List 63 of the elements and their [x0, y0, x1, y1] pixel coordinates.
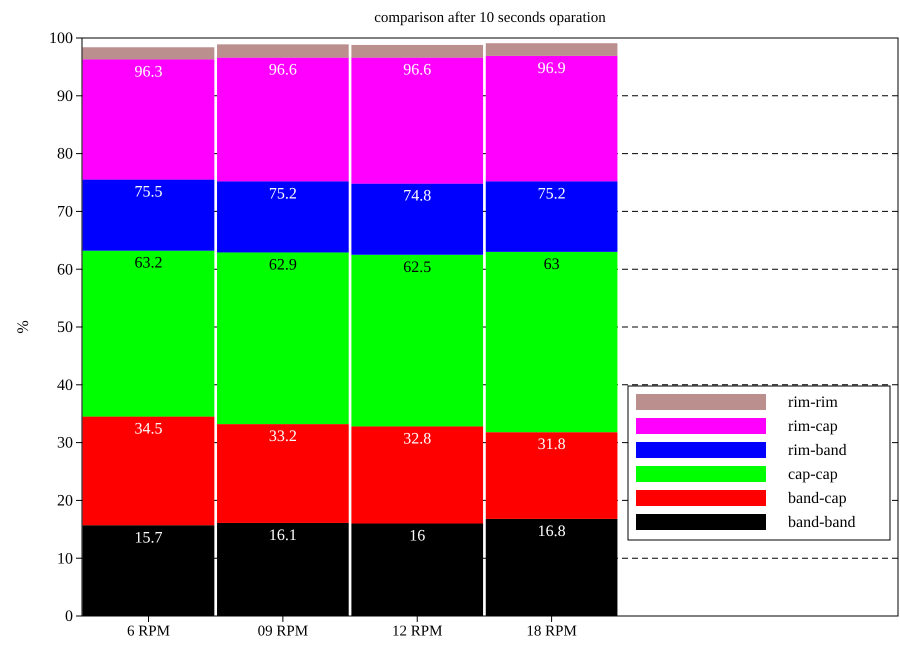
- annotation: 75.2: [538, 185, 566, 202]
- x-tick-label: 12 RPM: [392, 624, 442, 640]
- text: cap-cap: [788, 466, 838, 483]
- bar: [351, 254, 484, 426]
- y-tick-label: 80: [57, 146, 73, 163]
- y-tick-label: 20: [57, 492, 73, 510]
- text: rim-cap: [788, 418, 838, 435]
- bar: [217, 424, 349, 523]
- bar: [486, 56, 618, 182]
- annotation: 74.8: [403, 188, 432, 205]
- bar: [486, 432, 618, 519]
- bar: [217, 44, 349, 58]
- y-tick-label: 50: [57, 319, 73, 336]
- annotation: 75.5: [134, 184, 163, 201]
- y-tick-label: 100: [49, 30, 73, 48]
- annotation: 15.7: [134, 529, 163, 546]
- annotation: 96.6: [268, 62, 297, 79]
- bar: [351, 44, 484, 58]
- bar: [351, 426, 484, 524]
- bar: [82, 250, 214, 417]
- x-tick-label: 6 RPM: [127, 624, 170, 640]
- text: rim-band: [788, 442, 847, 459]
- chart-title: comparison after 10 seconds oparation: [374, 10, 606, 26]
- bar: [486, 43, 618, 56]
- bar: [217, 252, 349, 424]
- annotation: 96.6: [403, 62, 432, 79]
- y-tick-label: 40: [57, 376, 73, 394]
- bar: [82, 180, 214, 251]
- bar: [82, 416, 214, 526]
- annotation: 31.8: [538, 436, 566, 454]
- annotation: 32.8: [403, 430, 432, 448]
- bar: [82, 47, 214, 60]
- annotation: 34.5: [134, 420, 163, 438]
- bar: [217, 181, 349, 252]
- x-tick-label: 09 RPM: [258, 624, 308, 640]
- annotation: 16: [409, 528, 426, 545]
- y-tick-label: 60: [57, 261, 73, 278]
- x-tick-label: 18 RPM: [526, 624, 577, 640]
- annotation: 62.9: [268, 256, 297, 274]
- text: band-band: [788, 514, 856, 531]
- annotation: 96.3: [134, 63, 163, 80]
- y-tick-label: 0: [65, 608, 73, 626]
- annotation: 62.5: [403, 258, 432, 276]
- text: rim-rim: [788, 394, 838, 411]
- y-tick-label: 70: [57, 204, 73, 221]
- annotation: 16.1: [268, 526, 297, 544]
- bar: [82, 59, 214, 180]
- annotation: 96.9: [538, 60, 566, 77]
- y-tick-label: 90: [57, 88, 73, 105]
- bar: [217, 58, 349, 182]
- y-tick-label: 10: [57, 550, 73, 568]
- y-axis-title: %: [15, 320, 32, 334]
- annotation: 63.2: [134, 254, 163, 272]
- bar: [351, 58, 484, 184]
- bar: [486, 181, 618, 252]
- bar: [486, 252, 618, 432]
- annotation: 75.2: [268, 185, 297, 202]
- text: band-cap: [788, 490, 847, 507]
- y-tick-label: 30: [57, 434, 73, 452]
- annotation: 16.8: [538, 522, 566, 540]
- annotation: 33.2: [268, 428, 297, 446]
- annotation: 63: [544, 256, 560, 273]
- bar: [351, 184, 484, 255]
